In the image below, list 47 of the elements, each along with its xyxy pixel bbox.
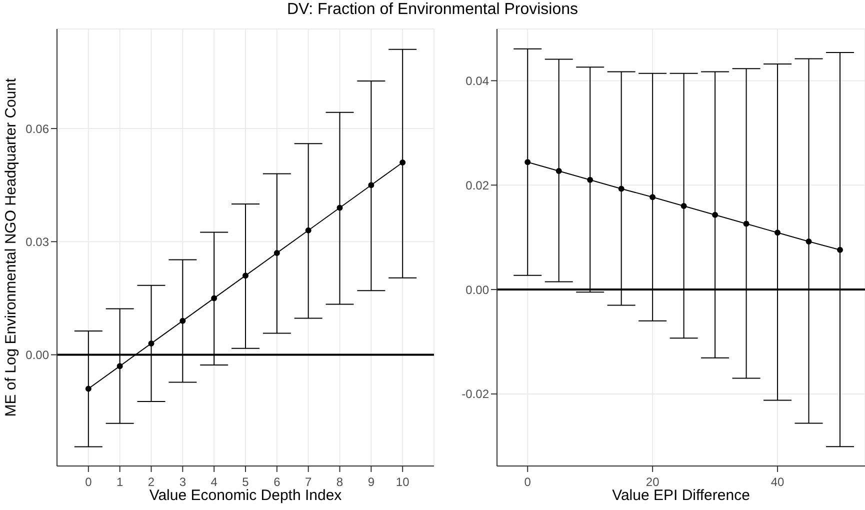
y-tick-label: 0.06 <box>26 122 50 136</box>
point <box>743 220 750 227</box>
x-axis-title: Value Economic Depth Index <box>149 487 342 504</box>
x-tick-label: 9 <box>368 475 375 489</box>
point <box>211 295 218 302</box>
point <box>400 159 406 166</box>
y-tick-label: 0.02 <box>466 178 490 192</box>
x-tick-label: 2 <box>148 475 155 489</box>
x-tick-label: 1 <box>116 475 124 489</box>
point <box>650 194 656 200</box>
x-tick-label: 0 <box>85 475 92 489</box>
point <box>837 246 844 253</box>
point <box>524 159 531 166</box>
point <box>806 238 812 244</box>
x-tick-label: 0 <box>524 475 532 489</box>
point <box>368 182 374 188</box>
point <box>556 168 562 174</box>
point <box>587 176 594 183</box>
x-tick-label: 10 <box>396 475 410 489</box>
x-tick-label: 20 <box>646 475 660 489</box>
y-tick-label: 0.03 <box>26 234 50 249</box>
y-tick-label: 0.00 <box>466 282 490 297</box>
y-tick-label: 0.04 <box>466 74 490 88</box>
y-tick-label: 0.00 <box>26 348 50 362</box>
x-tick-label: 5 <box>242 475 250 489</box>
x-tick-label: 8 <box>336 475 344 489</box>
point <box>274 250 280 256</box>
point <box>680 202 687 209</box>
x-tick-label: 4 <box>210 475 218 489</box>
point <box>180 318 186 324</box>
x-tick-label: 40 <box>770 475 785 489</box>
x-tick-label: 7 <box>304 475 312 489</box>
x-axis-title: Value EPI Difference <box>612 487 750 504</box>
point <box>148 340 154 346</box>
point <box>774 230 781 236</box>
point <box>336 204 343 211</box>
point <box>618 186 624 192</box>
y-tick-label: -0.02 <box>462 387 490 402</box>
y-axis-title: ME of Log Environmental NGO Headquarter Count <box>2 77 20 417</box>
point <box>85 386 92 392</box>
x-tick-label: 3 <box>179 475 186 489</box>
point <box>305 227 312 234</box>
chart-title: DV: Fraction of Environmental Provisions <box>286 1 580 19</box>
point <box>116 363 123 370</box>
point <box>242 272 248 279</box>
point <box>712 212 718 218</box>
x-tick-label: 6 <box>274 475 281 489</box>
